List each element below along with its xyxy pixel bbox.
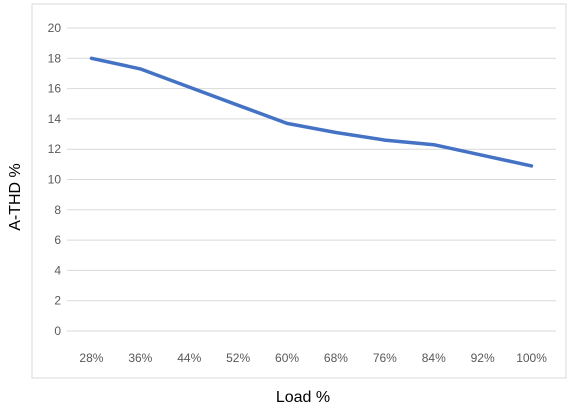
data-point — [285, 121, 289, 125]
x-axis-ticks: 28% 36% 44% 52% 60% 68% 76% 84% 92% 100% — [79, 351, 547, 365]
x-tick-label: 68% — [324, 351, 348, 365]
x-tick-label: 52% — [226, 351, 250, 365]
series-layer — [89, 56, 534, 168]
y-tick-label: 14 — [48, 112, 62, 126]
data-point — [334, 131, 338, 135]
x-tick-label: 100% — [516, 351, 547, 365]
y-tick-label: 8 — [54, 203, 61, 217]
data-point — [530, 164, 534, 168]
x-tick-label: 92% — [471, 351, 495, 365]
x-tick-label: 76% — [373, 351, 397, 365]
series-line — [89, 56, 534, 168]
x-tick-label: 84% — [422, 351, 446, 365]
x-tick-label: 44% — [177, 351, 201, 365]
data-point — [383, 138, 387, 142]
y-tick-label: 2 — [54, 294, 61, 308]
data-point — [89, 56, 93, 60]
y-tick-label: 4 — [54, 263, 61, 277]
x-tick-label: 28% — [79, 351, 103, 365]
x-tick-label: 36% — [128, 351, 152, 365]
gridlines — [67, 27, 556, 332]
y-axis-title: A-THD % — [7, 163, 24, 231]
y-tick-label: 16 — [48, 82, 62, 96]
chart-frame — [31, 3, 567, 379]
data-point — [236, 103, 240, 107]
x-axis-title: Load % — [276, 389, 330, 406]
y-tick-label: 18 — [48, 51, 62, 65]
y-tick-label: 6 — [54, 233, 61, 247]
data-point — [481, 153, 485, 157]
data-point — [138, 67, 142, 71]
y-tick-label: 0 — [54, 324, 61, 338]
data-point — [432, 143, 436, 147]
y-tick-label: 12 — [48, 142, 62, 156]
y-tick-label: 10 — [48, 173, 62, 187]
data-point — [187, 85, 191, 89]
y-axis-ticks: 0 2 4 6 8 10 12 14 16 18 20 — [48, 21, 62, 338]
x-tick-label: 60% — [275, 351, 299, 365]
y-tick-label: 20 — [48, 21, 62, 35]
